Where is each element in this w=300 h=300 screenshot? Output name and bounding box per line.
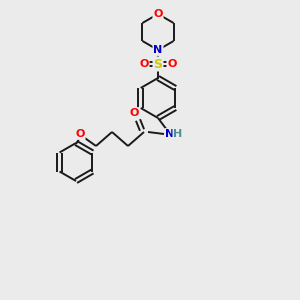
Text: S: S [154, 58, 163, 70]
Text: N: N [153, 45, 163, 55]
Text: O: O [153, 9, 163, 19]
Text: O: O [167, 59, 177, 69]
Text: H: H [173, 129, 183, 139]
Text: N: N [165, 129, 175, 139]
Text: O: O [139, 59, 149, 69]
Text: O: O [75, 129, 85, 139]
Text: O: O [129, 108, 139, 118]
